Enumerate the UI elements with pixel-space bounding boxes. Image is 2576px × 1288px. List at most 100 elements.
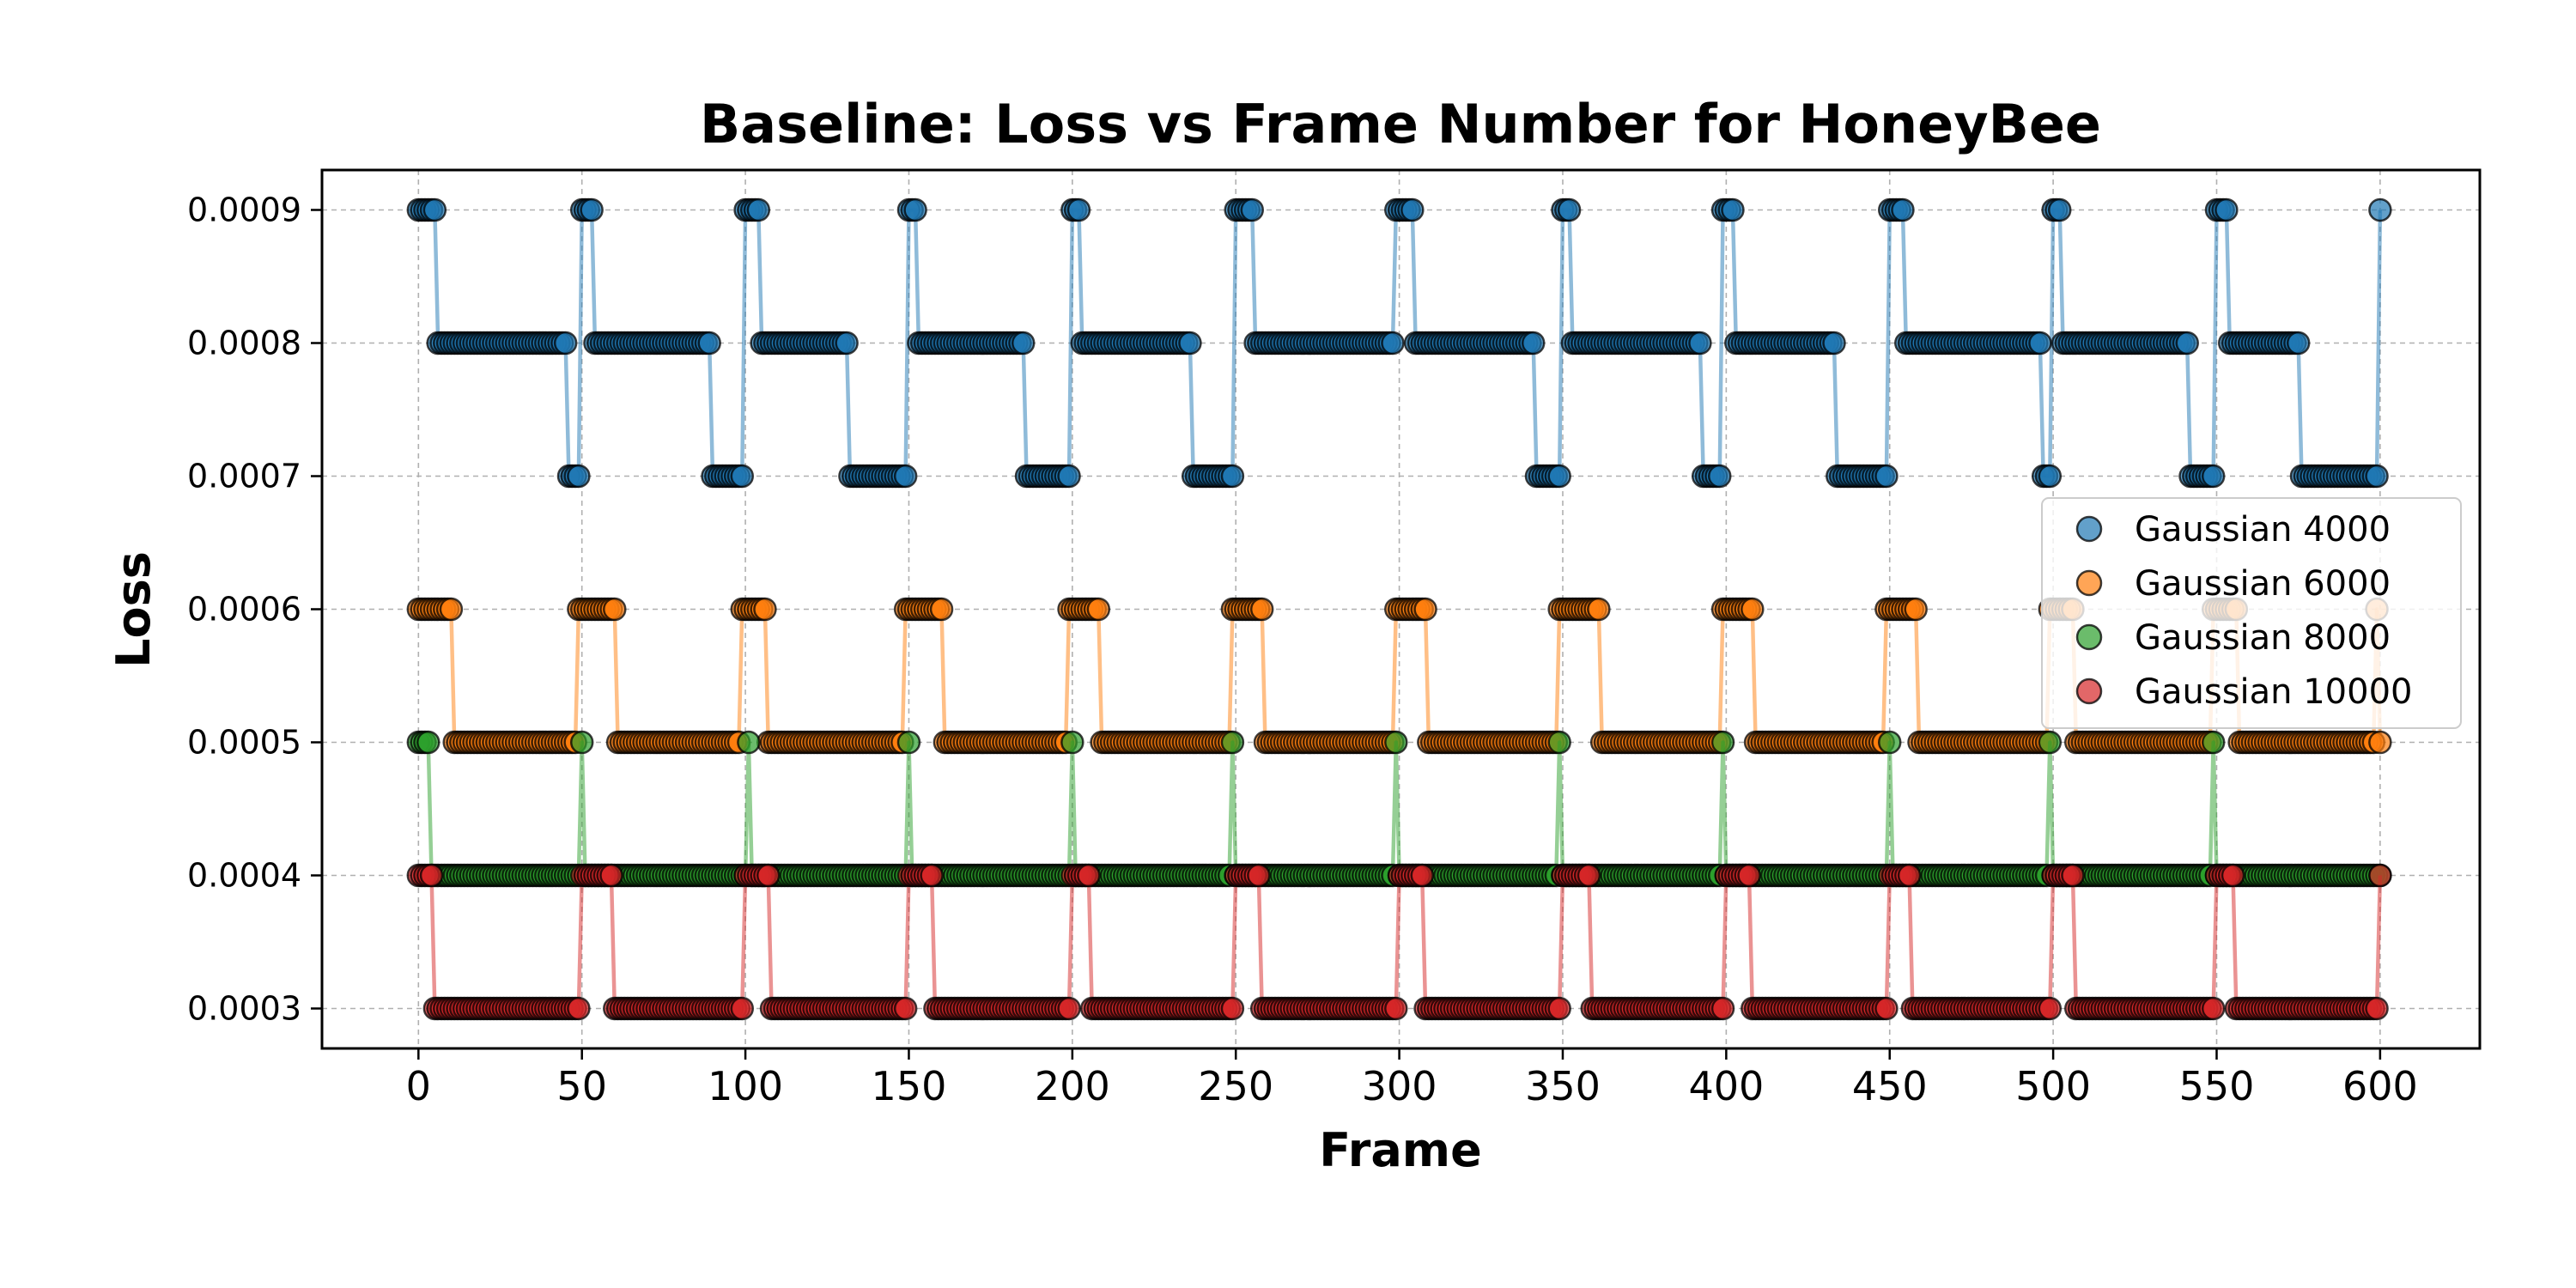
data-point (599, 863, 623, 888)
data-point (1891, 197, 1915, 222)
data-point (2201, 996, 2226, 1021)
data-point (1247, 863, 1271, 888)
data-point (603, 597, 627, 622)
y-tick-label: 0.0006 (187, 591, 301, 629)
data-point (1384, 730, 1408, 755)
chart-title: Baseline: Loss vs Frame Number for Honey… (700, 93, 2101, 155)
data-point (746, 197, 771, 222)
legend-label: Gaussian 4000 (2135, 510, 2391, 550)
legend-label: Gaussian 6000 (2135, 564, 2391, 604)
axes: 0 50 100 150 200 250 300 350 400 450 500 550 600 0.00… (187, 191, 2418, 1110)
data-point (1413, 597, 1437, 622)
x-tick-label: 0 (406, 1063, 431, 1109)
y-tick-label: 0.0008 (187, 325, 301, 362)
legend-box (2041, 497, 2462, 729)
data-point (419, 863, 444, 888)
y-tick-label: 0.0007 (187, 458, 301, 495)
data-point (567, 996, 591, 1021)
data-point (2365, 464, 2389, 489)
data-point (1710, 996, 1735, 1021)
x-axis-label: Frame (1319, 1123, 1481, 1177)
data-point (567, 464, 591, 489)
data-point (1874, 996, 1899, 1021)
data-point (1011, 331, 1036, 355)
data-point (903, 197, 927, 222)
data-point (2038, 996, 2063, 1021)
data-point (1897, 863, 1922, 888)
data-point (1822, 331, 1846, 355)
x-tick-label: 500 (2015, 1063, 2091, 1109)
data-point (1547, 730, 1571, 755)
data-point (2368, 197, 2392, 222)
data-point (1587, 597, 1611, 622)
data-point (1410, 863, 1434, 888)
data-point (2038, 464, 2063, 489)
data-point (1057, 996, 1081, 1021)
data-point (1874, 464, 1899, 489)
data-point (1220, 996, 1245, 1021)
x-tick-label: 150 (872, 1063, 947, 1109)
data-point (553, 331, 578, 355)
data-point (697, 331, 721, 355)
data-point (1086, 597, 1111, 622)
data-point (1178, 331, 1202, 355)
x-tick-label: 400 (1688, 1063, 1764, 1109)
data-point (569, 730, 594, 755)
data-point (1240, 197, 1265, 222)
data-point (1904, 597, 1928, 622)
data-point (2201, 464, 2226, 489)
data-point (893, 464, 918, 489)
legend-marker (2075, 677, 2103, 705)
x-tick-label: 450 (1852, 1063, 1928, 1109)
data-point (2365, 996, 2389, 1021)
data-point (753, 597, 777, 622)
x-tick-label: 250 (1198, 1063, 1273, 1109)
data-point (896, 730, 921, 755)
data-point (1741, 597, 1765, 622)
data-point (1066, 197, 1091, 222)
legend: Gaussian 4000 Gaussian 6000 Gaussian 8000 G… (2041, 497, 2462, 729)
data-point (1688, 331, 1712, 355)
data-point (1547, 996, 1571, 1021)
data-point (1707, 464, 1732, 489)
x-tick-label: 350 (1525, 1063, 1601, 1109)
data-point (2038, 730, 2063, 755)
data-point (1400, 197, 1425, 222)
data-point (1877, 730, 1902, 755)
x-tick-label: 550 (2179, 1063, 2255, 1109)
data-point (2028, 331, 2052, 355)
data-point (1521, 331, 1546, 355)
data-point (2175, 331, 2199, 355)
data-point (2047, 197, 2072, 222)
data-point (893, 996, 918, 1021)
series-3 (406, 863, 2392, 1021)
data-point (1077, 863, 1101, 888)
y-tick-label: 0.0009 (187, 191, 301, 229)
data-point (1547, 464, 1571, 489)
x-tick-label: 600 (2342, 1063, 2418, 1109)
series-0 (406, 197, 2392, 489)
legend-label: Gaussian 8000 (2135, 618, 2391, 658)
data-point (2215, 197, 2239, 222)
data-point (439, 597, 464, 622)
data-point (1057, 464, 1081, 489)
legend-label: Gaussian 10000 (2135, 672, 2412, 712)
data-point (2368, 730, 2392, 755)
data-point (1710, 730, 1735, 755)
x-tick-label: 200 (1035, 1063, 1110, 1109)
data-point (730, 464, 755, 489)
data-point (1557, 197, 1582, 222)
data-point (1381, 331, 1405, 355)
data-point (1577, 863, 1601, 888)
data-point (1060, 730, 1084, 755)
y-tick-label: 0.0005 (187, 724, 301, 762)
x-tick-label: 100 (708, 1063, 783, 1109)
data-point (1220, 730, 1245, 755)
legend-marker (2075, 515, 2103, 543)
data-point (2368, 863, 2392, 888)
data-point (737, 730, 761, 755)
data-point (835, 331, 859, 355)
data-point (422, 197, 447, 222)
data-point (730, 996, 755, 1021)
data-point (2286, 331, 2311, 355)
